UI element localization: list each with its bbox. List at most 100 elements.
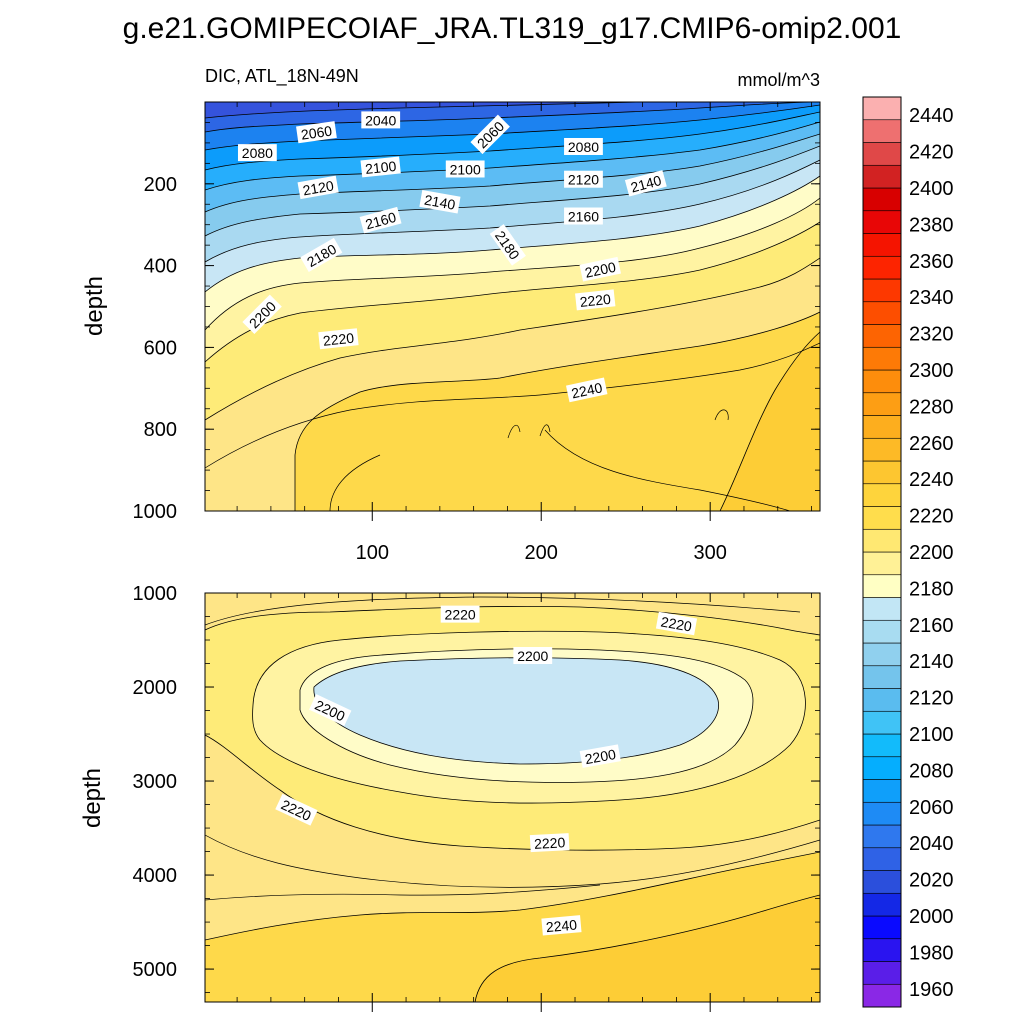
colorbar-swatch <box>862 187 902 212</box>
upper-contour-label-bg <box>445 160 485 178</box>
colorbar-tick-label: 2200 <box>909 542 954 564</box>
colorbar-swatch <box>862 233 902 257</box>
colorbar-swatch <box>862 346 902 371</box>
upper-contour-label-bg <box>564 170 603 188</box>
upper-contour-label-text: 2120 <box>568 172 599 188</box>
lower-y-tick-label: 2000 <box>133 677 178 699</box>
upper-contour-label: 2040 <box>361 111 401 129</box>
upper-contour-label: 2160 <box>564 207 603 225</box>
upper-contour-label-bg <box>318 328 359 350</box>
lower-contour-line <box>205 884 601 901</box>
upper-contour-label-text: 2140 <box>423 192 457 213</box>
colorbar-swatch <box>862 983 902 1008</box>
upper-contour-label-text: 2200 <box>583 259 617 281</box>
upper-contour-label-text: 2160 <box>364 209 398 233</box>
colorbar-tick-label: 2180 <box>909 578 954 600</box>
upper-y-tick-label: 400 <box>144 256 177 278</box>
upper-contour-label: 2100 <box>360 156 401 178</box>
colorbar-frame <box>862 96 902 1008</box>
lower-band-2190 <box>313 657 719 765</box>
upper-band-2240 <box>294 311 820 511</box>
upper-contour-label-text: 2120 <box>301 177 335 198</box>
colorbar-tick-label: 2400 <box>909 178 954 200</box>
upper-contour-label-bg <box>565 377 608 403</box>
upper-contour-label: 2080 <box>237 144 277 162</box>
colorbar-swatch <box>862 369 902 394</box>
colorbar-swatch <box>862 301 902 325</box>
panel-units-label: mmol/m^3 <box>738 70 820 90</box>
upper-contour-label-text: 2040 <box>365 112 396 128</box>
lower-contour-label-bg <box>440 605 480 623</box>
upper-y-tick-label: 800 <box>144 419 177 441</box>
colorbar-tick-label: 2440 <box>909 105 954 127</box>
colorbar-tick-label: 2280 <box>909 396 954 418</box>
upper-contour-label-text: 2060 <box>300 123 333 143</box>
colorbar-tick-label: 2320 <box>909 324 954 346</box>
colorbar-tick-label: 2380 <box>909 214 954 236</box>
upper-contour-label-bg <box>361 111 401 129</box>
colorbar-swatch <box>862 961 902 985</box>
upper-panel <box>205 102 820 511</box>
colorbar-swatch <box>862 847 902 871</box>
upper-x-tick-label: 200 <box>525 542 558 564</box>
lower-contour-label-bg <box>541 915 582 936</box>
colorbar-swatch <box>862 255 902 280</box>
upper-contour-label-text: 2220 <box>322 330 355 349</box>
upper-contour-label-bg <box>300 237 343 273</box>
upper-contour-label-bg <box>564 207 603 225</box>
lower-band-2250 <box>474 894 820 1002</box>
upper-x-tick-label: 300 <box>693 542 726 564</box>
upper-x-tick-label: 100 <box>356 542 389 564</box>
lower-contour-label-bg <box>579 744 621 768</box>
lower-y-tick-label: 5000 <box>133 959 178 981</box>
lower-panel <box>205 593 820 1002</box>
colorbar-swatch <box>862 597 902 621</box>
upper-contour-label: 2160 <box>359 206 402 234</box>
upper-contour-label-bg <box>489 224 526 266</box>
colorbar-tick-label: 1980 <box>909 942 954 964</box>
upper-y-axis-title: depth <box>81 276 108 336</box>
figure-title: g.e21.GOMIPECOIAF_JRA.TL319_g17.CMIP6-om… <box>123 12 902 45</box>
colorbar-swatch <box>862 688 902 712</box>
colorbar-swatch <box>862 892 902 917</box>
colorbar-tick-label: 2000 <box>909 906 954 928</box>
upper-contour-label-bg <box>470 114 510 155</box>
colorbar-swatch <box>862 415 902 439</box>
colorbar-swatch <box>862 665 902 689</box>
colorbar-swatch <box>862 733 902 758</box>
lower-y-tick-label: 1000 <box>133 583 178 605</box>
colorbar-swatch <box>862 642 902 667</box>
upper-contour-label-bg <box>624 170 667 197</box>
colorbar-swatch <box>862 915 902 940</box>
lower-contour-line <box>205 834 820 888</box>
colorbar-swatch <box>862 574 902 598</box>
colorbar-swatch <box>862 506 902 530</box>
lower-contour-label-text: 2220 <box>534 834 566 852</box>
lower-contour-label-text: 2200 <box>584 746 618 767</box>
lower-contour-label-bg <box>655 611 698 636</box>
upper-contour-label-bg <box>296 121 337 144</box>
upper-contour-label: 2120 <box>564 170 603 188</box>
colorbar-swatch <box>862 551 902 576</box>
colorbar-tick-label: 2060 <box>909 797 954 819</box>
upper-contour-label-text: 2080 <box>242 145 273 161</box>
upper-contour-label: 2220 <box>318 328 359 350</box>
colorbar-tick-label: 2340 <box>909 287 954 309</box>
upper-contour-label: 2100 <box>445 160 485 178</box>
colorbar-swatch <box>862 619 902 644</box>
colorbar-swatch <box>862 824 902 849</box>
colorbar-swatch <box>862 278 902 303</box>
upper-contour-label-bg <box>297 175 339 200</box>
upper-contour-label: 2140 <box>624 170 667 197</box>
lower-contour-label-bg <box>513 646 553 664</box>
lower-y-tick-label: 3000 <box>133 771 178 793</box>
colorbar-tick-label: 2300 <box>909 360 954 382</box>
colorbar-tick-label: 2020 <box>909 870 954 892</box>
colorbar-swatch <box>862 460 902 485</box>
upper-contour-label: 2200 <box>579 256 621 282</box>
lower-plot-frame <box>204 592 821 1003</box>
lower-contour-label-text: 2240 <box>545 916 578 935</box>
upper-contour-label-text: 2140 <box>629 172 663 196</box>
colorbar-swatch <box>862 710 902 735</box>
